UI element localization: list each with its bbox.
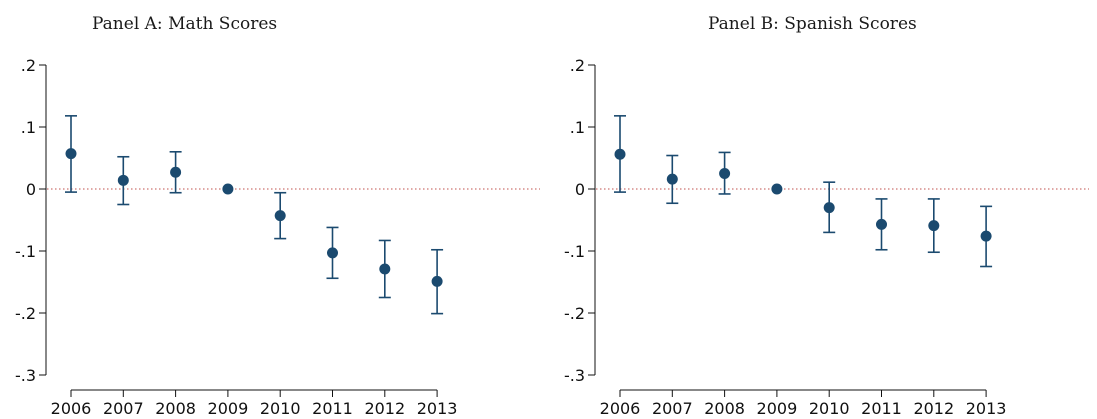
- x-tick-label: 2008: [704, 399, 745, 418]
- data-point: [666, 173, 678, 185]
- panel-title: Panel A: Math Scores: [92, 14, 278, 34]
- x-tick-label: 2009: [208, 399, 249, 418]
- x-tick-label: 2009: [757, 399, 798, 418]
- y-tick-label: -.3: [564, 366, 585, 385]
- panel-b: Panel B: Spanish Scores .2 .1 0 -.1 -.2 -.3 20…: [549, 0, 1097, 419]
- panel-a: Panel A: Math Scores .2 .1 0 -.1 -.2 -.3 2006 2…: [0, 0, 548, 419]
- y-tick-label: .1: [21, 118, 36, 137]
- panel-title: Panel B: Spanish Scores: [708, 14, 917, 34]
- x-tick-label: 2006: [51, 399, 92, 418]
- y-tick-label: -.1: [564, 242, 585, 261]
- x-tick-label: 2012: [913, 399, 954, 418]
- x-tick-label: 2012: [364, 399, 405, 418]
- x-tick-label: 2010: [260, 399, 301, 418]
- data-point: [614, 148, 626, 160]
- data-point: [980, 230, 992, 242]
- y-tick-label: .1: [570, 118, 585, 137]
- y-tick-label: -.2: [15, 304, 36, 323]
- x-tick-label: 2013: [966, 399, 1007, 418]
- x-tick-label: 2007: [103, 399, 144, 418]
- y-tick-label: -.2: [564, 304, 585, 323]
- x-tick-label: 2011: [312, 399, 353, 418]
- data-point: [117, 174, 129, 186]
- data-point: [379, 263, 391, 275]
- y-tick-label: .2: [21, 56, 36, 75]
- x-tick-label: 2007: [652, 399, 693, 418]
- data-point: [65, 148, 77, 160]
- data-point: [327, 247, 338, 259]
- data-point: [170, 166, 182, 178]
- data-point: [222, 183, 234, 195]
- y-tick-label: -.3: [15, 366, 36, 385]
- chart-plot: .2 .1 0 -.1 -.2 -.3 2006 2007 2008 2009 2010 2011 20…: [564, 56, 1089, 418]
- x-tick-label: 2011: [861, 399, 902, 418]
- data-point: [274, 210, 286, 222]
- data-point: [928, 220, 940, 232]
- data-point: [431, 275, 443, 287]
- y-tick-label: 0: [575, 180, 585, 199]
- x-tick-label: 2008: [155, 399, 196, 418]
- y-tick-label: .2: [570, 56, 585, 75]
- data-point: [719, 168, 731, 179]
- data-point: [876, 218, 887, 230]
- y-tick-label: 0: [26, 180, 36, 199]
- data-point: [771, 183, 783, 195]
- x-tick-label: 2006: [600, 399, 641, 418]
- data-point: [823, 202, 835, 214]
- x-tick-label: 2013: [417, 399, 458, 418]
- x-tick-label: 2010: [809, 399, 850, 418]
- chart-plot: .2 .1 0 -.1 -.2 -.3 2006 2007 2008 2009 2010 2011 20…: [15, 56, 540, 418]
- y-tick-label: -.1: [15, 242, 36, 261]
